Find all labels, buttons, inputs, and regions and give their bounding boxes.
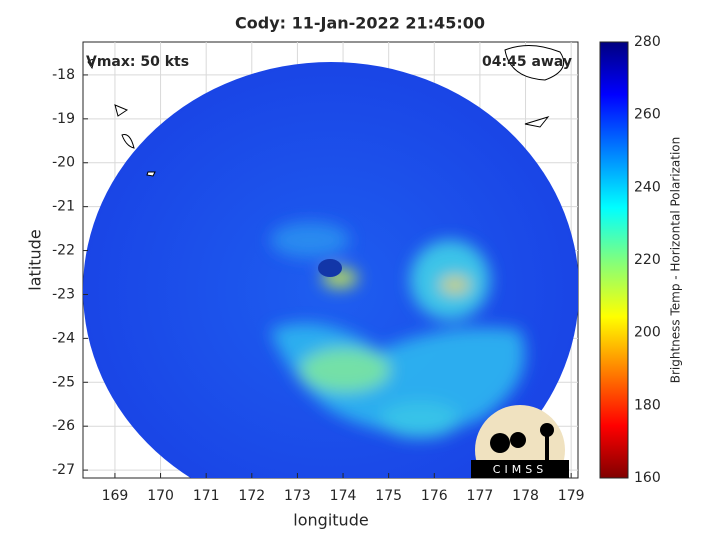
logo: CIMSS: [471, 405, 569, 478]
annotation: Vmax: 50 kts: [86, 54, 189, 70]
y-tick-label: -25: [52, 374, 75, 390]
y-axis-label: latitude: [26, 229, 45, 290]
y-tick-label: -26: [52, 418, 75, 434]
y-tick-label: -18: [52, 67, 75, 83]
y-tick-label: -19: [52, 111, 75, 127]
colorbar-tick-label: 200: [634, 325, 661, 341]
y-tick-label: -24: [52, 330, 75, 346]
y-tick-label: -20: [52, 155, 75, 171]
colorbar: [599, 41, 629, 479]
x-tick-label: 169: [102, 488, 129, 504]
x-tick-label: 172: [238, 488, 265, 504]
logo-text: CIMSS: [493, 463, 547, 476]
x-tick-label: 176: [421, 488, 448, 504]
x-tick-label: 174: [330, 488, 357, 504]
x-tick-label: 173: [284, 488, 311, 504]
satellite-image: [83, 45, 578, 478]
x-tick-label: 170: [147, 488, 174, 504]
x-tick-label: 179: [558, 488, 585, 504]
colorbar-tick-label: 240: [634, 179, 661, 195]
colorbar-tick-label: 180: [634, 397, 661, 413]
x-tick-label: 171: [193, 488, 220, 504]
x-tick-label: 175: [375, 488, 402, 504]
colorbar-tick-label: 260: [634, 107, 661, 123]
y-tick-label: -21: [52, 199, 75, 215]
axes: 169 170 171 172 173 174 175 176 177 178 179 -18 -19 -…: [52, 34, 661, 504]
chart-title: Cody: 11-Jan-2022 21:45:00: [235, 14, 485, 33]
x-tick-label: 177: [467, 488, 494, 504]
y-tick-label: -27: [52, 462, 75, 478]
x-axis-label: longitude: [293, 511, 368, 530]
y-tick-label: -23: [52, 286, 75, 302]
x-tick-label: 178: [512, 488, 539, 504]
colorbar-label: Brightness Temp - Horizontal Polarizatio…: [669, 137, 683, 384]
colorbar-tick-label: 220: [634, 252, 661, 268]
colorbar-tick-label: 160: [634, 470, 661, 486]
y-tick-label: -22: [52, 243, 75, 259]
colorbar-tick-label: 280: [634, 34, 661, 50]
annotation: 04:45 away: [482, 54, 572, 70]
